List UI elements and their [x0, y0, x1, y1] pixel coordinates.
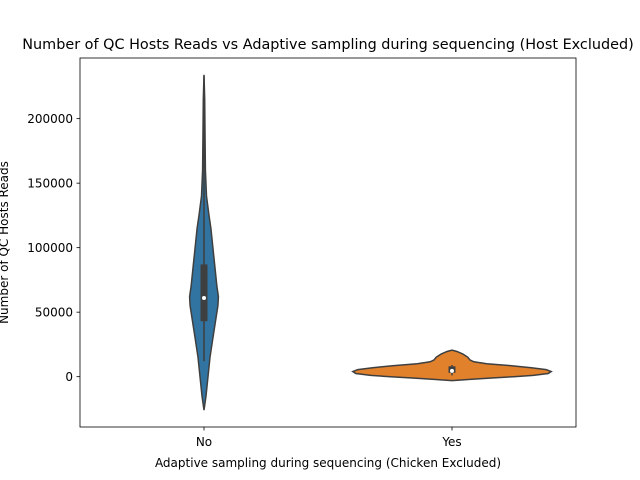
y-axis-label: Number of QC Hosts Reads: [0, 161, 11, 324]
y-tick-label: 0: [65, 370, 73, 384]
axes-frame: [79, 57, 577, 428]
y-tick-label: 50000: [35, 305, 73, 319]
y-axis: 0 50000 100000 150000 200000: [27, 112, 80, 384]
median-dot-yes: [450, 368, 454, 373]
y-tick-label: 200000: [27, 112, 73, 126]
x-tick-label: Yes: [441, 435, 461, 449]
x-tick-label: No: [196, 435, 212, 449]
x-axis-label: Adaptive sampling during sequencing (Chi…: [155, 456, 501, 470]
x-axis: No Yes: [196, 427, 462, 449]
y-tick-label: 100000: [27, 241, 73, 255]
plot-area: [188, 74, 553, 411]
iqr-box-no: [200, 264, 208, 322]
median-dot-no: [202, 295, 206, 300]
y-tick-label: 150000: [27, 176, 73, 190]
chart-title: Number of QC Hosts Reads vs Adaptive sam…: [22, 37, 633, 53]
